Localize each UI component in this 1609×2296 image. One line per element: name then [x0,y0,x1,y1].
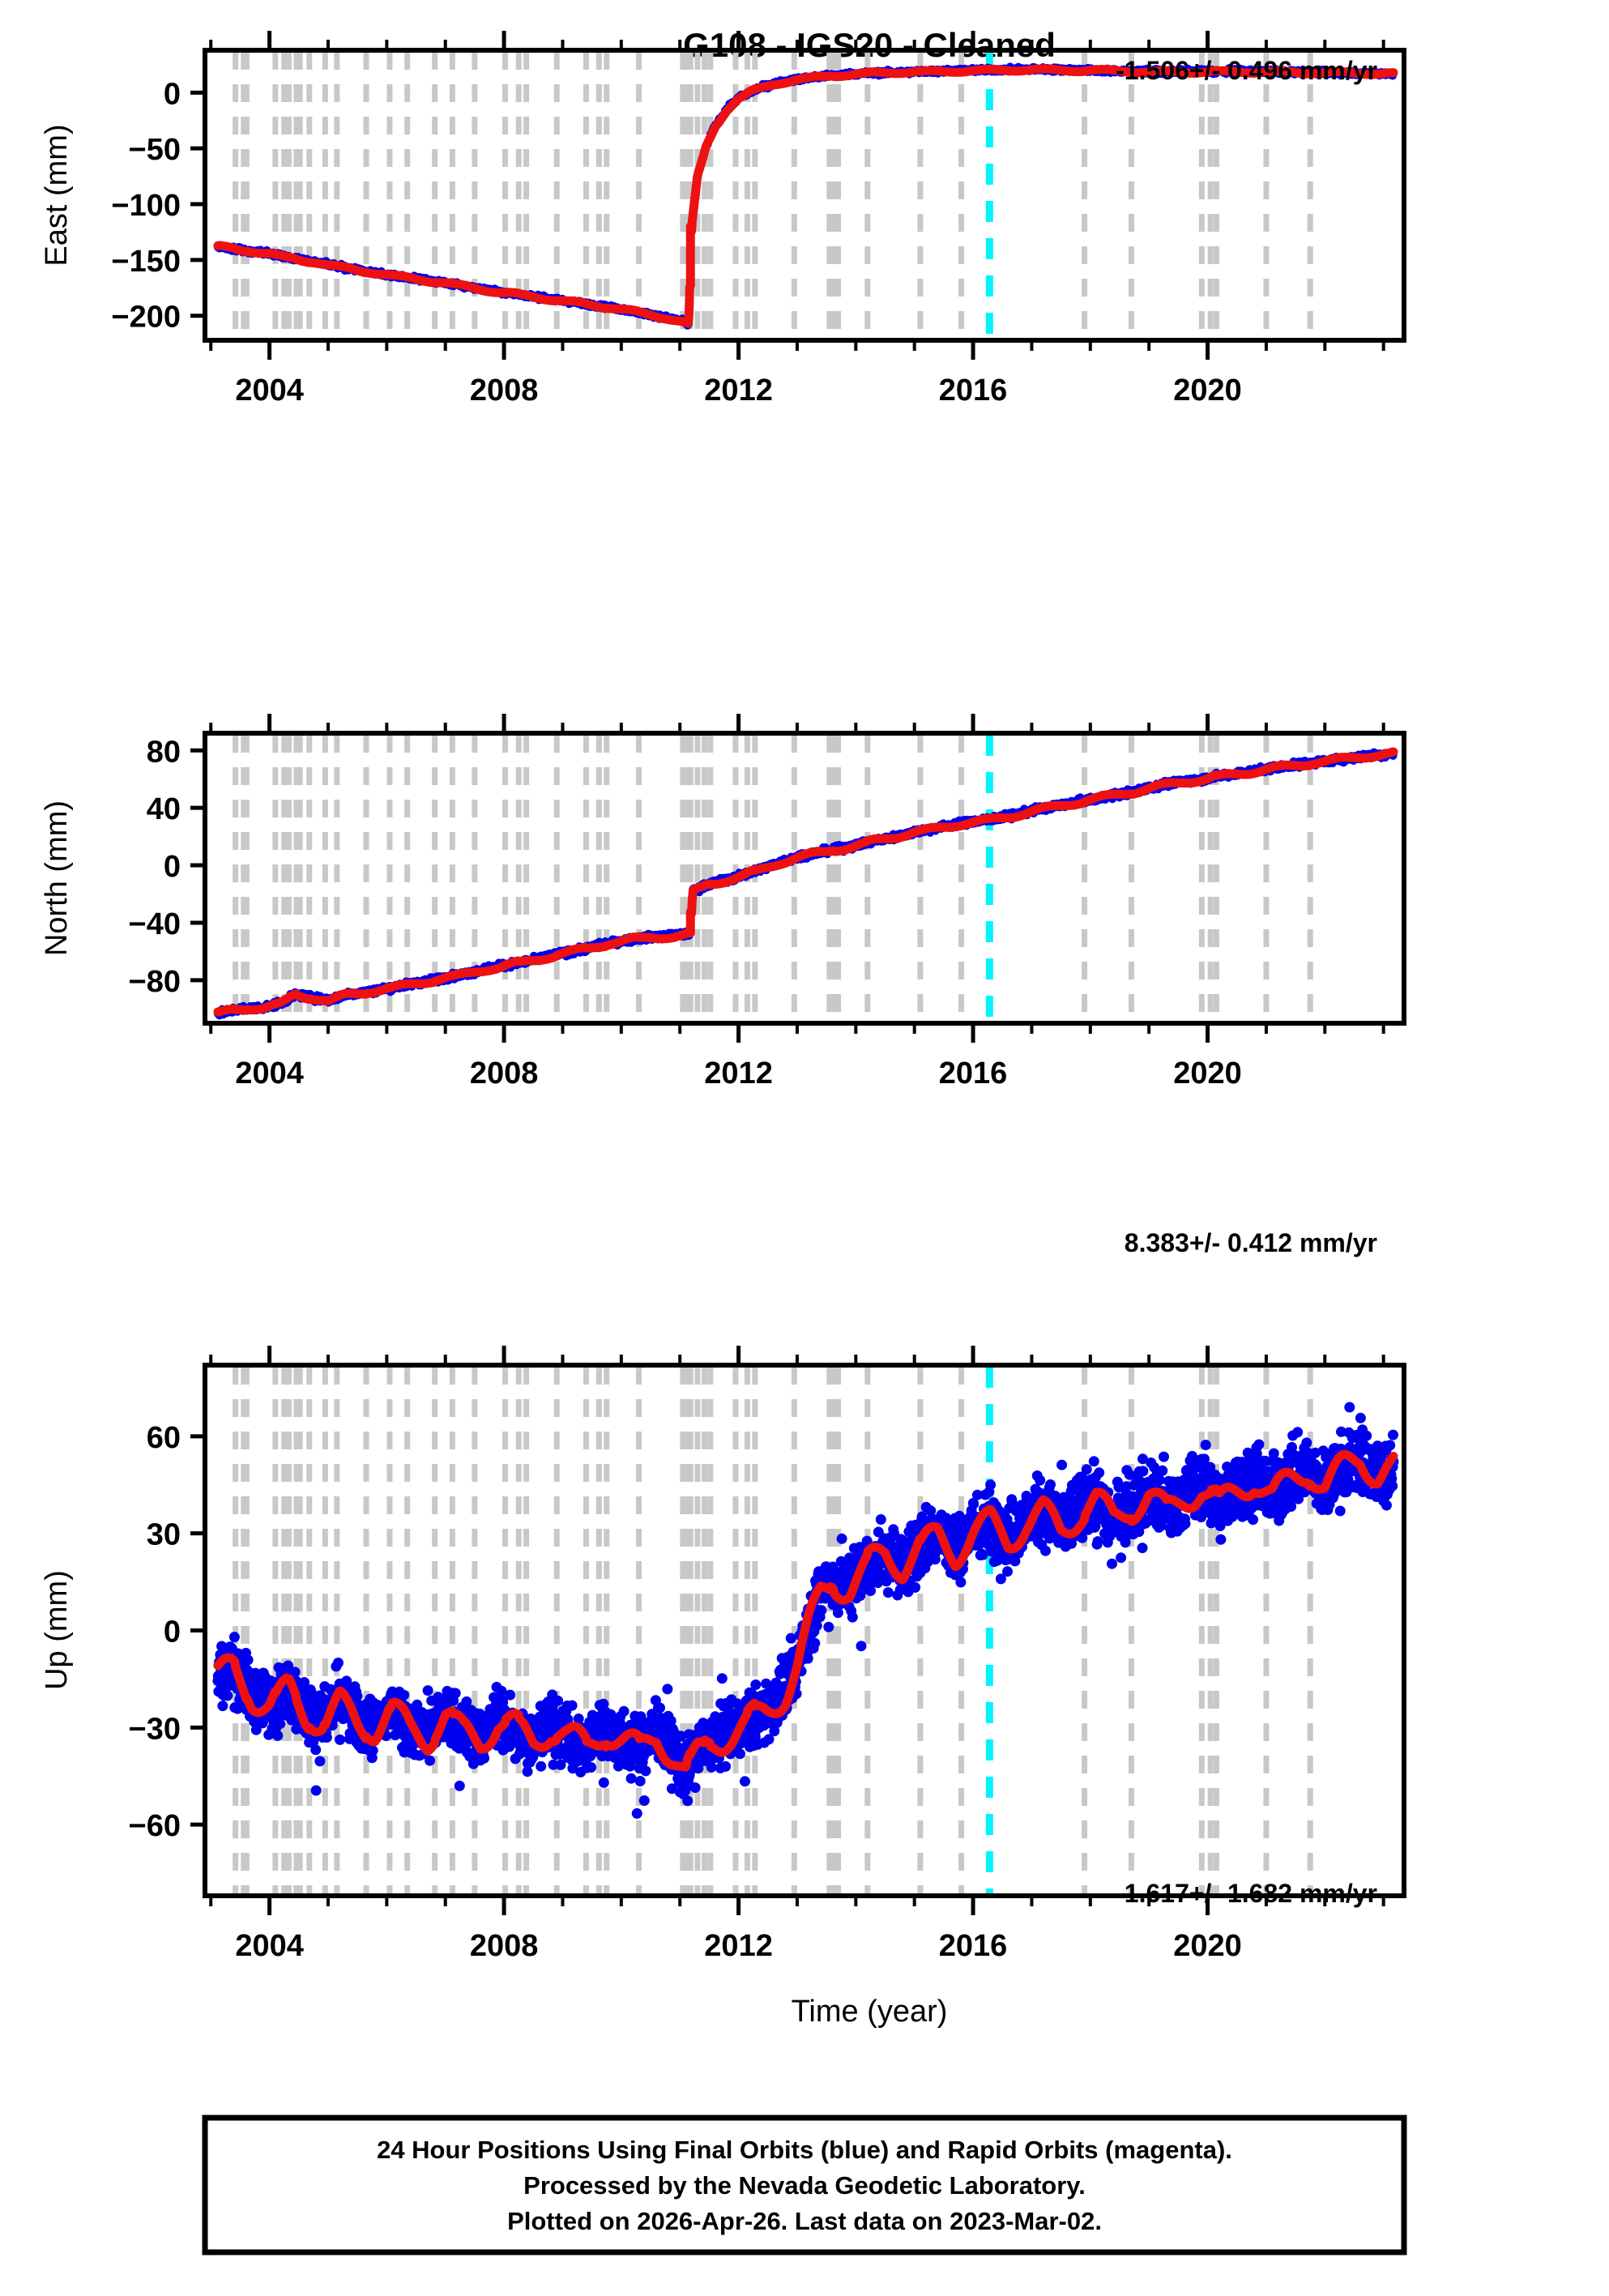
footer-line-2: Processed by the Nevada Geodetic Laborat… [523,2171,1086,2200]
y-axis-label-north: North (mm) [40,800,74,956]
y-tick-label: 0 [164,1615,181,1649]
fit-line-segment [687,64,1398,236]
plot-area-north [213,735,1398,1022]
fit-line-north [213,747,1398,1017]
footer-line-1: 24 Hour Positions Using Final Orbits (bl… [377,2136,1232,2164]
x-tick-label: 2012 [704,1056,773,1090]
x-tick-label: 2012 [704,1929,773,1963]
y-tick-label: 30 [147,1518,181,1552]
y-axis-up: 60 30 0 −30 −60 [129,1421,205,1843]
x-tick-label: 2012 [704,373,773,408]
fit-line-east [213,64,1398,328]
fit-line-up [213,1449,1398,1772]
y-tick-label: −50 [129,133,181,167]
footer-line-3: Plotted on 2026-Apr-26. Last data on 202… [507,2207,1102,2235]
y-axis-label-up: Up (mm) [40,1570,74,1690]
x-axis-north: 2004 2008 2012 2016 2020 [209,714,1385,1090]
y-axis-label-east: East (mm) [40,124,74,266]
x-axis-up: 2004 2008 2012 2016 2020 [209,1346,1385,1963]
y-tick-label: −30 [129,1712,181,1746]
x-tick-label: 2008 [470,1056,539,1090]
plot-frame-east [203,48,1406,343]
y-axis-east: 0 −50 −100 −150 −200 [111,77,205,335]
x-axis-label: Time (year) [792,1995,948,2029]
step-markers-up [233,1367,1313,1894]
fit-line-segment [213,241,694,328]
y-tick-label: 0 [164,77,181,111]
y-tick-label: −100 [111,189,181,223]
y-axis-north: 80 40 0 −40 −80 [129,735,205,999]
fit-line-segment [213,927,694,1017]
footer-box: 24 Hour Positions Using Final Orbits (bl… [202,2115,1407,2255]
y-tick-label: −60 [129,1809,181,1843]
fit-line-segment [213,1449,1398,1772]
plot-frame-north [203,731,1406,1026]
step-markers-north [233,735,1313,1022]
y-tick-label: −150 [111,245,181,279]
x-tick-label: 2004 [235,373,304,408]
x-tick-label: 2008 [470,373,539,408]
plot-area-up [212,1367,1399,1894]
y-tick-label: −200 [111,301,181,335]
x-axis-east: 2004 2008 2012 2016 2020 [209,31,1385,408]
y-tick-label: −80 [129,965,181,999]
footer-box-frame [202,2115,1407,2255]
y-tick-label: −40 [129,907,181,941]
x-tick-label: 2016 [939,1056,1008,1090]
rate-annotation-north: 8.383+/- 0.412 mm/yr [1125,1228,1377,1257]
y-tick-label: 60 [147,1421,181,1455]
x-tick-label: 2020 [1173,373,1242,408]
plot-area-east [213,52,1398,339]
panel-up: 60 30 0 −30 −60 2004 2008 2012 2016 2020 Up (mm) 1.… [40,1346,1406,1963]
x-tick-label: 2016 [939,1929,1008,1963]
x-tick-label: 2004 [235,1929,304,1963]
fit-line-segment [687,747,1398,919]
y-tick-label: 40 [147,792,181,826]
x-tick-label: 2020 [1173,1929,1242,1963]
x-tick-label: 2020 [1173,1056,1242,1090]
x-tick-label: 2016 [939,373,1008,408]
y-tick-label: 80 [147,735,181,769]
x-tick-label: 2004 [235,1056,304,1090]
rate-annotation-east: -1.506+/- 0.496 mm/yr [1116,56,1377,85]
rate-annotation-up: 1.617+/- 1.682 mm/yr [1125,1879,1377,1908]
panel-east: 0 −50 −100 −150 −200 2004 2008 2012 2016 2020 East… [40,31,1406,408]
x-tick-label: 2008 [470,1929,539,1963]
y-tick-label: 0 [164,850,181,884]
panel-north: 80 40 0 −40 −80 2004 2008 2012 2016 2020 North (mm… [40,714,1406,1257]
